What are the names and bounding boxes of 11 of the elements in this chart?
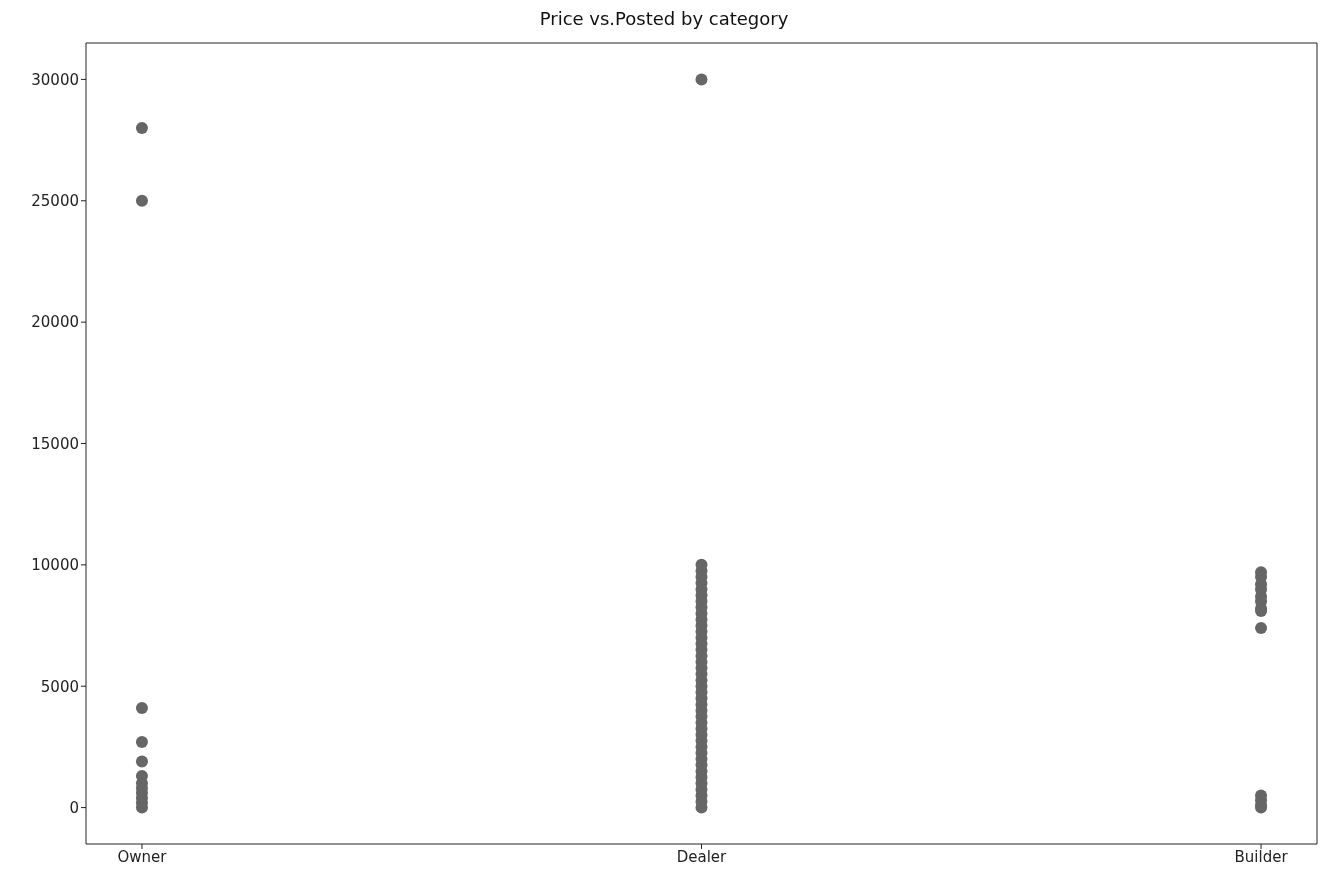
y-tick-label: 20000 [31,313,79,332]
x-tick-label: Owner [117,847,168,866]
y-tick-label: 15000 [31,434,79,453]
x-tick-label: Dealer [676,847,728,866]
y-tick-label: 30000 [31,70,79,89]
x-tick-label: Builder [1234,847,1289,866]
y-tick-label: 10000 [31,556,79,575]
y-tick-label: 25000 [31,192,79,211]
y-tick-label: 5000 [40,677,79,696]
chart-title: Price vs.Posted by category [538,8,790,31]
y-tick-label: 0 [69,798,79,817]
